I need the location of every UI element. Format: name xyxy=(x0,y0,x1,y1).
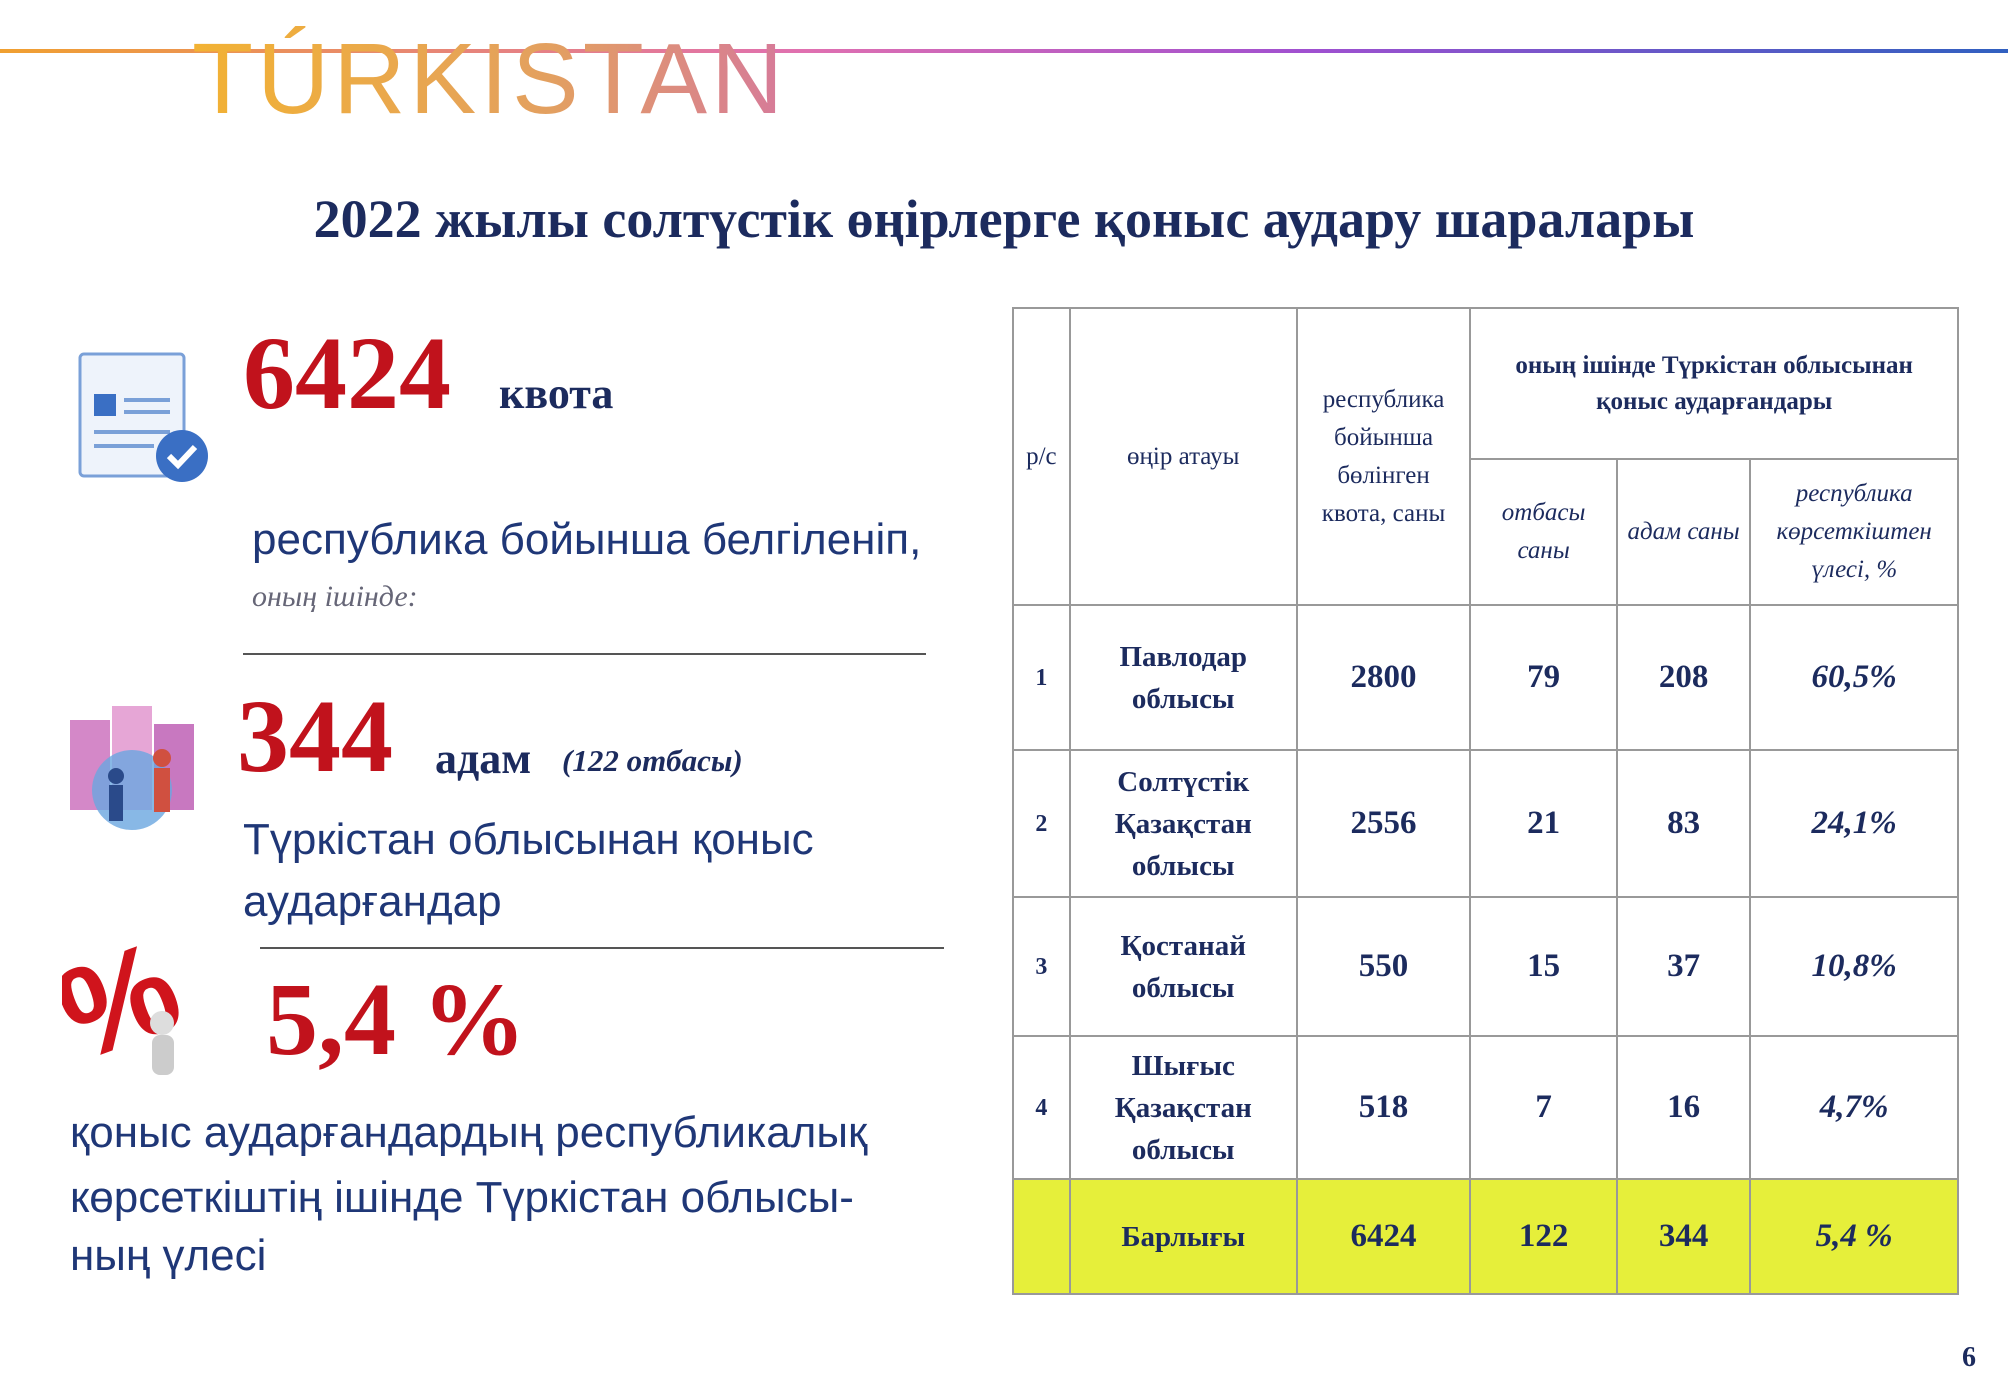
table-row: 3 Қостанай облысы 550 15 37 10,8% xyxy=(1012,896,1959,1037)
top-line xyxy=(0,49,2008,53)
cell: 21 xyxy=(1469,749,1618,898)
page-number: 6 xyxy=(1962,1342,1976,1373)
people-number: 344 xyxy=(237,679,393,794)
divider xyxy=(243,653,926,655)
header-cell: республика көрсеткіштен үлесі, % xyxy=(1749,458,1959,606)
cell: 550 xyxy=(1295,896,1472,1037)
header-cell: республика бойынша бөлінген квота, саны xyxy=(1295,307,1472,606)
quota-note: оның ішінде: xyxy=(252,580,418,613)
logo: TÚRKISTAN xyxy=(192,23,788,135)
cell: Барлығы xyxy=(1068,1178,1298,1295)
cell xyxy=(1012,1178,1071,1295)
cell: 6424 xyxy=(1295,1178,1472,1295)
header-cell: р/с xyxy=(1012,307,1071,606)
cell: 4,7% xyxy=(1749,1035,1959,1180)
total-row: Барлығы 6424 122 344 5,4 % xyxy=(1012,1178,1959,1295)
people-text: аударғандар xyxy=(243,877,502,926)
cell: 5,4 % xyxy=(1749,1178,1959,1295)
header-cell: адам саны xyxy=(1615,458,1752,606)
table-row: 1 Павлодар облысы 2800 79 208 60,5% xyxy=(1012,604,1959,751)
table: р/с өңір атауы республика бойынша бөлінг… xyxy=(1012,307,1959,1295)
cell: 10,8% xyxy=(1749,896,1959,1037)
cell: 3 xyxy=(1012,896,1071,1037)
cell: 83 xyxy=(1615,749,1752,898)
cell: 208 xyxy=(1615,604,1752,751)
cell: Шығыс Қазақстан облысы xyxy=(1068,1035,1298,1180)
cell: 60,5% xyxy=(1749,604,1959,751)
cell: Павлодар облысы xyxy=(1068,604,1298,751)
cell: 2 xyxy=(1012,749,1071,898)
share-text: көрсеткіштің ішінде Түркістан облысы- xyxy=(70,1173,854,1222)
quota-unit: квота xyxy=(499,369,614,418)
cell: Солтүстік Қазақстан облысы xyxy=(1068,749,1298,898)
cell: 4 xyxy=(1012,1035,1071,1180)
cell: Қостанай облысы xyxy=(1068,896,1298,1037)
cell: 79 xyxy=(1469,604,1618,751)
cell: 518 xyxy=(1295,1035,1472,1180)
percent-icon: % xyxy=(62,935,192,1085)
header-cell: отбасы саны xyxy=(1469,458,1618,606)
people-text: Түркістан облысынан қоныс xyxy=(243,815,814,864)
share-text: қоныс аударғандардың республикалық xyxy=(70,1108,868,1157)
cell: 344 xyxy=(1615,1178,1752,1295)
people-icon xyxy=(70,706,194,830)
cell: 16 xyxy=(1615,1035,1752,1180)
cell: 24,1% xyxy=(1749,749,1959,898)
header-cell: оның ішінде Түркістан облысынан қоныс ау… xyxy=(1469,307,1959,460)
title: 2022 жылы солтүстік өңірлерге қоныс ауда… xyxy=(313,189,1695,249)
divider xyxy=(260,947,944,949)
cell: 2556 xyxy=(1295,749,1472,898)
cell: 15 xyxy=(1469,896,1618,1037)
people-note: (122 отбасы) xyxy=(562,743,743,778)
cell: 2800 xyxy=(1295,604,1472,751)
share-text: ның үлесі xyxy=(70,1231,267,1280)
share-number: 5,4 % xyxy=(266,962,526,1077)
cell: 1 xyxy=(1012,604,1071,751)
cell: 37 xyxy=(1615,896,1752,1037)
cell: 7 xyxy=(1469,1035,1618,1180)
table-row: 2 Солтүстік Қазақстан облысы 2556 21 83 24,1% xyxy=(1012,749,1959,898)
header-cell: өңір атауы xyxy=(1068,307,1298,606)
table-row: 4 Шығыс Қазақстан облысы 518 7 16 4,7% xyxy=(1012,1035,1959,1180)
people-unit: адам xyxy=(435,734,532,783)
quota-number: 6424 xyxy=(243,316,451,431)
cell: 122 xyxy=(1469,1178,1618,1295)
document-icon xyxy=(78,352,208,482)
quota-text: республика бойынша белгіленіп, xyxy=(252,515,922,564)
